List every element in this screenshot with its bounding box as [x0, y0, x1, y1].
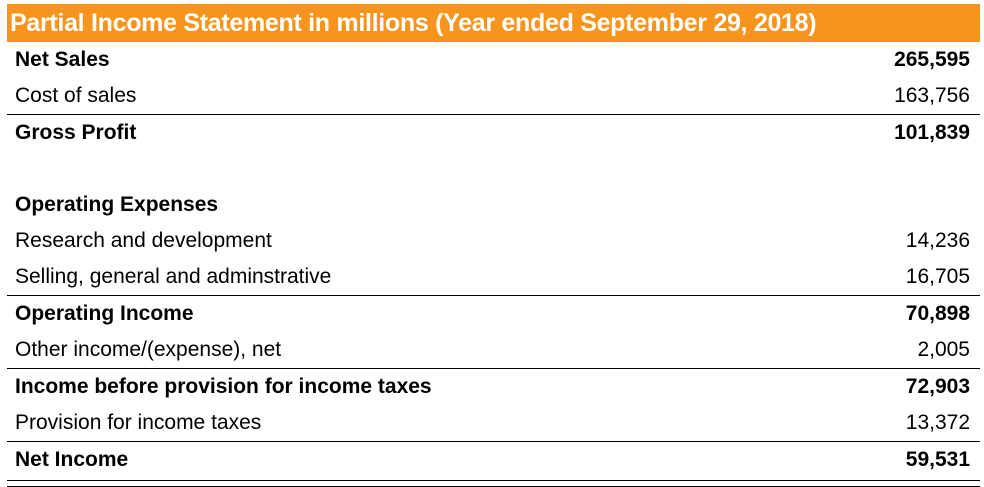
spacer-row: [7, 151, 980, 187]
row-value: 163,756: [894, 84, 970, 107]
row-value: 265,595: [894, 48, 970, 71]
row-other-income: Other income/(expense), net 2,005: [7, 332, 980, 368]
row-label: Income before provision for income taxes: [15, 375, 432, 398]
row-label: Net Income: [15, 448, 129, 471]
row-value: 13,372: [905, 411, 970, 434]
row-value: 59,531: [905, 448, 970, 471]
income-statement-table: Partial Income Statement in millions (Ye…: [7, 4, 980, 487]
row-cost-of-sales: Cost of sales 163,756: [7, 78, 980, 114]
row-label: Operating Income: [15, 302, 194, 325]
row-operating-income: Operating Income 70,898: [7, 295, 980, 332]
row-value: 72,903: [905, 375, 970, 398]
row-label: Research and development: [15, 229, 272, 252]
row-label: Other income/(expense), net: [15, 338, 282, 361]
row-selling-general-administrative: Selling, general and adminstrative 16,70…: [7, 259, 980, 295]
row-label: Cost of sales: [15, 84, 137, 107]
row-label: Operating Expenses: [15, 193, 219, 216]
statement-title: Partial Income Statement in millions (Ye…: [7, 4, 980, 42]
double-underline: [7, 480, 980, 487]
row-income-before-taxes: Income before provision for income taxes…: [7, 368, 980, 405]
row-operating-expenses-heading: Operating Expenses: [7, 187, 980, 223]
row-value: 70,898: [905, 302, 970, 325]
row-label: Provision for income taxes: [15, 411, 262, 434]
row-value: 14,236: [905, 229, 970, 252]
row-label: Gross Profit: [15, 121, 137, 144]
row-net-sales: Net Sales 265,595: [7, 42, 980, 78]
row-gross-profit: Gross Profit 101,839: [7, 114, 980, 151]
row-value: 16,705: [905, 265, 970, 288]
row-value: 2,005: [917, 338, 970, 361]
row-net-income: Net Income 59,531: [7, 441, 980, 478]
row-label: Net Sales: [15, 48, 110, 71]
row-label: Selling, general and adminstrative: [15, 265, 332, 288]
row-value: 101,839: [894, 121, 970, 144]
row-provision-income-taxes: Provision for income taxes 13,372: [7, 405, 980, 441]
row-research-development: Research and development 14,236: [7, 223, 980, 259]
